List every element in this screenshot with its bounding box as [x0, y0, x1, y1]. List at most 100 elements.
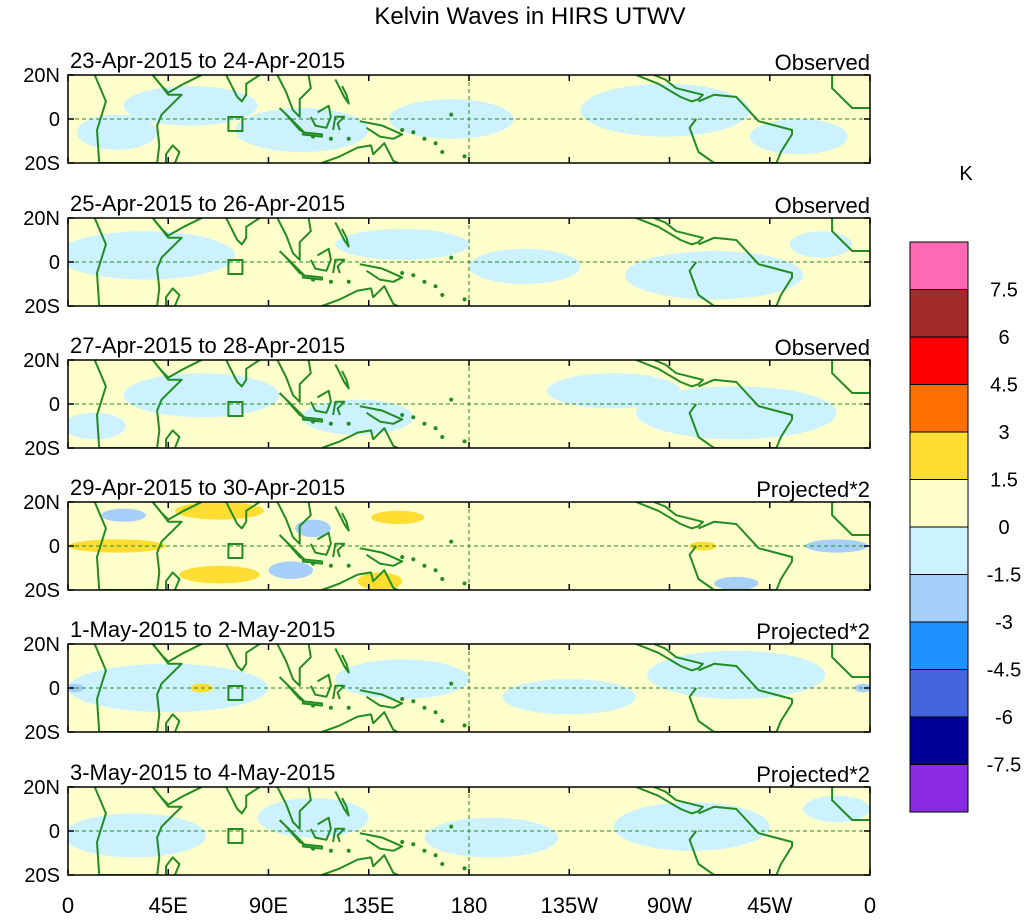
island-coast [440, 435, 445, 439]
anomaly-field [68, 795, 870, 858]
west-africa-coast [831, 502, 870, 536]
new-guinea-coast [359, 405, 404, 425]
island-coast [346, 705, 351, 710]
y-tick-label: 20N [23, 65, 60, 87]
coastlines [93, 502, 870, 590]
island-coast [440, 719, 445, 723]
island-coast [400, 413, 405, 417]
panels: 20N 0 20S 23-Apr-2015 to 24-Apr-2015 Observe… [23, 48, 871, 887]
island-coast [328, 563, 333, 568]
x-tick-label: 0 [62, 893, 74, 918]
colorbar-unit: K [959, 163, 973, 185]
anomaly-contour [101, 508, 146, 522]
borneo-coast [309, 247, 332, 272]
panel-label: Projected*2 [756, 619, 870, 644]
madagascar-coast [165, 144, 181, 163]
island-coast [422, 421, 427, 426]
colorbar-swatch [909, 431, 969, 480]
sulawesi-coast [332, 115, 346, 131]
island-coast [422, 705, 427, 710]
y-tick-label: 20S [24, 865, 60, 887]
island-coast [328, 279, 333, 284]
sulawesi-coast [332, 258, 346, 274]
island-coast [411, 415, 416, 420]
coastlines [93, 787, 870, 875]
colorbar-swatch [909, 716, 969, 765]
island-coast [449, 824, 454, 829]
anomaly-contour [803, 795, 870, 823]
panel-label: Observed [775, 50, 870, 75]
island-coast [311, 703, 316, 708]
new-guinea-coast [359, 832, 404, 852]
new-guinea-coast [359, 120, 404, 140]
island-coast [440, 862, 445, 866]
coastlines [93, 644, 870, 732]
madagascar-coast [165, 713, 181, 732]
island-coast [346, 563, 351, 568]
anomaly-contour [174, 502, 265, 520]
panel-4: 20N 0 20S 29-Apr-2015 to 30-Apr-2015 Project… [23, 475, 871, 602]
island-coast [440, 577, 445, 581]
island-coast [422, 848, 427, 853]
sulawesi-coast [332, 684, 346, 700]
africa-coast [93, 360, 183, 448]
australia-coast [321, 285, 399, 306]
south-america-coast [688, 805, 793, 875]
island-coast [433, 141, 438, 146]
borneo-coast [309, 673, 332, 698]
x-tick-label: 0 [864, 893, 876, 918]
island-coast [449, 255, 454, 260]
panel-date-range: 25-Apr-2015 to 26-Apr-2015 [70, 191, 345, 216]
island-coast [433, 710, 438, 715]
panel-date-range: 1-May-2015 to 2-May-2015 [70, 617, 335, 642]
central-america-coast [635, 502, 704, 530]
island-coast [400, 840, 405, 844]
island-coast [449, 681, 454, 686]
anomaly-contour [424, 817, 559, 858]
central-america-coast [635, 787, 704, 815]
region-box [227, 828, 244, 844]
indochina-coast [276, 218, 312, 261]
new-guinea-coast [359, 263, 404, 283]
panel-label: Projected*2 [756, 477, 870, 502]
philippines-coast [334, 221, 350, 248]
x-tick-label: 135W [541, 893, 599, 918]
philippines-coast [334, 790, 350, 817]
island-coast [400, 697, 405, 701]
indochina-coast [276, 787, 312, 830]
panel-label: Observed [775, 335, 870, 360]
colorbar-level-label: 0 [998, 517, 1009, 539]
australia-coast [321, 427, 399, 448]
borneo-coast [309, 389, 332, 414]
island-coast [449, 397, 454, 402]
anomaly-contour [123, 373, 280, 418]
borneo-coast [309, 104, 332, 129]
y-tick-label: 20N [23, 208, 60, 230]
island-coast [462, 581, 467, 586]
colorbar-level-label: 6 [998, 327, 1009, 349]
island-coast [346, 848, 351, 853]
island-coast [433, 284, 438, 289]
colorbar-swatch [909, 241, 969, 290]
x-tick-label: 45W [747, 893, 792, 918]
island-coast [328, 421, 333, 426]
colorbar-swatch [909, 479, 969, 528]
anomaly-contour [179, 565, 260, 584]
panel-date-range: 23-Apr-2015 to 24-Apr-2015 [70, 48, 345, 73]
island-coast [400, 555, 405, 559]
arabia-coast [151, 360, 203, 379]
philippines-coast [334, 363, 350, 390]
philippines-coast [334, 505, 350, 532]
anomaly-contour [689, 541, 717, 551]
island-coast [411, 699, 416, 704]
y-tick-label: 0 [49, 109, 60, 131]
africa-coast [93, 787, 183, 875]
panel-date-range: 27-Apr-2015 to 28-Apr-2015 [70, 333, 345, 358]
madagascar-coast [165, 287, 181, 306]
africa-coast [93, 644, 183, 732]
y-tick-label: 20S [24, 722, 60, 744]
x-tick-label: 45E [149, 893, 188, 918]
island-coast [462, 297, 467, 302]
central-america-coast [635, 360, 704, 388]
panel-date-range: 3-May-2015 to 4-May-2015 [70, 760, 335, 785]
